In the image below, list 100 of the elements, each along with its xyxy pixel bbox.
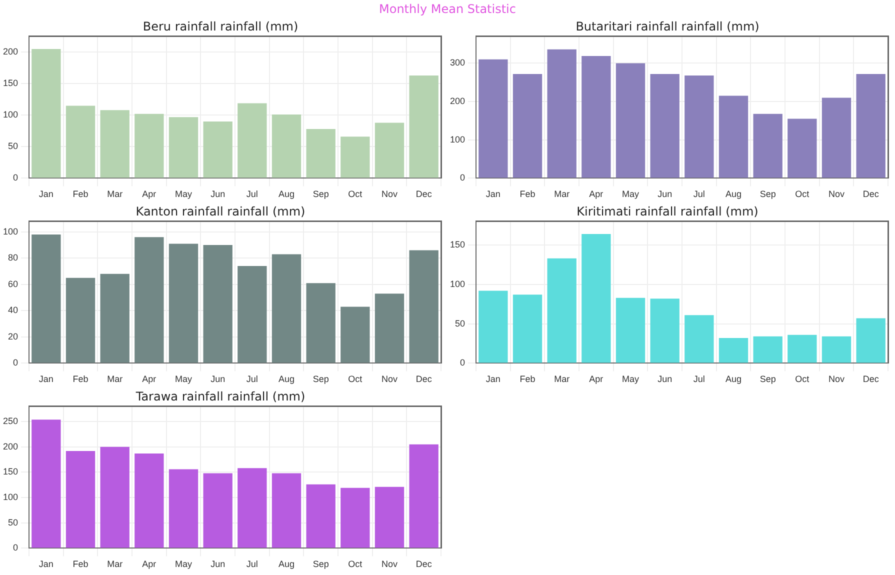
bar bbox=[66, 106, 96, 178]
bar bbox=[32, 49, 61, 178]
y-tick-label: 50 bbox=[8, 141, 18, 152]
x-tick-label: Jun bbox=[210, 189, 226, 200]
x-tick-label: Feb bbox=[72, 559, 88, 570]
bar bbox=[753, 114, 782, 178]
bar bbox=[684, 315, 714, 363]
x-tick-label: Mar bbox=[107, 559, 123, 570]
chart-title: Kiritimati rainfall rainfall (mm) bbox=[576, 204, 758, 218]
bar bbox=[547, 49, 576, 178]
x-tick-label: Aug bbox=[278, 189, 295, 200]
x-tick-label: Mar bbox=[554, 374, 570, 384]
bar bbox=[238, 266, 267, 363]
y-tick-label: 100 bbox=[2, 110, 18, 120]
bar bbox=[753, 336, 782, 363]
y-tick-label: 150 bbox=[450, 240, 466, 250]
x-tick-label: Jan bbox=[486, 189, 500, 200]
bar bbox=[272, 114, 302, 178]
x-tick-label: Aug bbox=[726, 374, 742, 384]
bar bbox=[168, 469, 198, 548]
y-tick-label: 250 bbox=[2, 416, 18, 426]
x-tick-label: May bbox=[622, 189, 640, 200]
x-tick-label: Feb bbox=[72, 374, 88, 384]
bar bbox=[66, 450, 96, 548]
x-tick-label: Oct bbox=[348, 559, 363, 570]
x-tick-label: Oct bbox=[795, 189, 810, 200]
x-tick-label: Sep bbox=[312, 374, 329, 384]
bar bbox=[547, 258, 576, 363]
y-tick-label: 0 bbox=[460, 358, 466, 368]
x-tick-label: May bbox=[175, 374, 193, 384]
bar bbox=[272, 473, 302, 548]
bar bbox=[582, 56, 611, 178]
bar bbox=[203, 473, 232, 548]
bar bbox=[306, 129, 336, 178]
x-tick-label: Jan bbox=[38, 559, 54, 570]
bar bbox=[272, 254, 302, 363]
y-tick-label: 0 bbox=[13, 172, 18, 183]
x-tick-label: Jan bbox=[486, 374, 500, 384]
x-tick-label: Nov bbox=[828, 189, 845, 200]
x-tick-label: Oct bbox=[348, 189, 363, 200]
bar bbox=[100, 274, 130, 363]
bar bbox=[822, 98, 852, 178]
x-tick-label: Apr bbox=[142, 374, 156, 384]
x-tick-label: Apr bbox=[142, 189, 156, 200]
chart-title: Tarawa rainfall rainfall (mm) bbox=[134, 389, 306, 404]
bar bbox=[168, 244, 198, 363]
bar bbox=[718, 96, 748, 178]
y-tick-label: 80 bbox=[8, 252, 18, 263]
y-tick-label: 50 bbox=[455, 318, 466, 328]
bar bbox=[788, 334, 817, 363]
bar bbox=[582, 234, 611, 363]
bar bbox=[306, 484, 336, 548]
y-tick-label: 0 bbox=[13, 542, 18, 553]
bar bbox=[718, 338, 748, 363]
x-tick-label: Dec bbox=[416, 559, 432, 570]
x-tick-label: May bbox=[622, 374, 640, 384]
bar bbox=[306, 283, 336, 363]
bar bbox=[168, 117, 198, 178]
y-tick-label: 200 bbox=[450, 96, 466, 106]
x-tick-label: Jan bbox=[38, 374, 54, 384]
bar bbox=[616, 63, 646, 178]
bar bbox=[822, 336, 852, 363]
bar bbox=[100, 446, 130, 548]
y-tick-label: 100 bbox=[450, 278, 466, 289]
x-tick-label: Apr bbox=[589, 374, 604, 384]
x-tick-label: Jun bbox=[658, 374, 672, 384]
x-tick-label: Sep bbox=[312, 559, 329, 570]
y-tick-label: 20 bbox=[8, 331, 18, 342]
bar bbox=[100, 110, 130, 178]
x-tick-label: Sep bbox=[760, 374, 776, 384]
bar bbox=[478, 59, 508, 178]
x-tick-label: Nov bbox=[828, 374, 845, 384]
x-tick-label: Apr bbox=[589, 189, 604, 200]
bar bbox=[203, 121, 232, 178]
x-tick-label: Nov bbox=[381, 374, 398, 384]
x-tick-label: Mar bbox=[107, 189, 123, 200]
x-tick-label: Jun bbox=[210, 374, 226, 384]
x-tick-label: Jul bbox=[246, 559, 258, 570]
x-tick-label: Jan bbox=[38, 189, 54, 200]
y-tick-label: 300 bbox=[450, 58, 466, 68]
x-tick-label: Jun bbox=[210, 559, 226, 570]
x-tick-label: Jul bbox=[693, 374, 705, 384]
y-tick-label: 200 bbox=[2, 46, 18, 57]
x-tick-label: Mar bbox=[554, 189, 570, 200]
bar bbox=[512, 294, 542, 363]
x-tick-label: Nov bbox=[381, 559, 398, 570]
x-tick-label: Apr bbox=[142, 559, 156, 570]
bar bbox=[409, 444, 438, 548]
y-tick-label: 100 bbox=[2, 492, 18, 502]
bar bbox=[409, 75, 438, 178]
bar bbox=[374, 294, 404, 363]
bar bbox=[374, 122, 404, 178]
x-tick-label: Aug bbox=[726, 189, 742, 200]
x-tick-label: May bbox=[175, 189, 193, 200]
bar bbox=[340, 136, 370, 178]
x-tick-label: Jul bbox=[246, 374, 258, 384]
x-tick-label: May bbox=[175, 559, 193, 570]
x-tick-label: Oct bbox=[348, 374, 363, 384]
bar bbox=[650, 298, 680, 363]
x-tick-label: Feb bbox=[72, 189, 88, 200]
